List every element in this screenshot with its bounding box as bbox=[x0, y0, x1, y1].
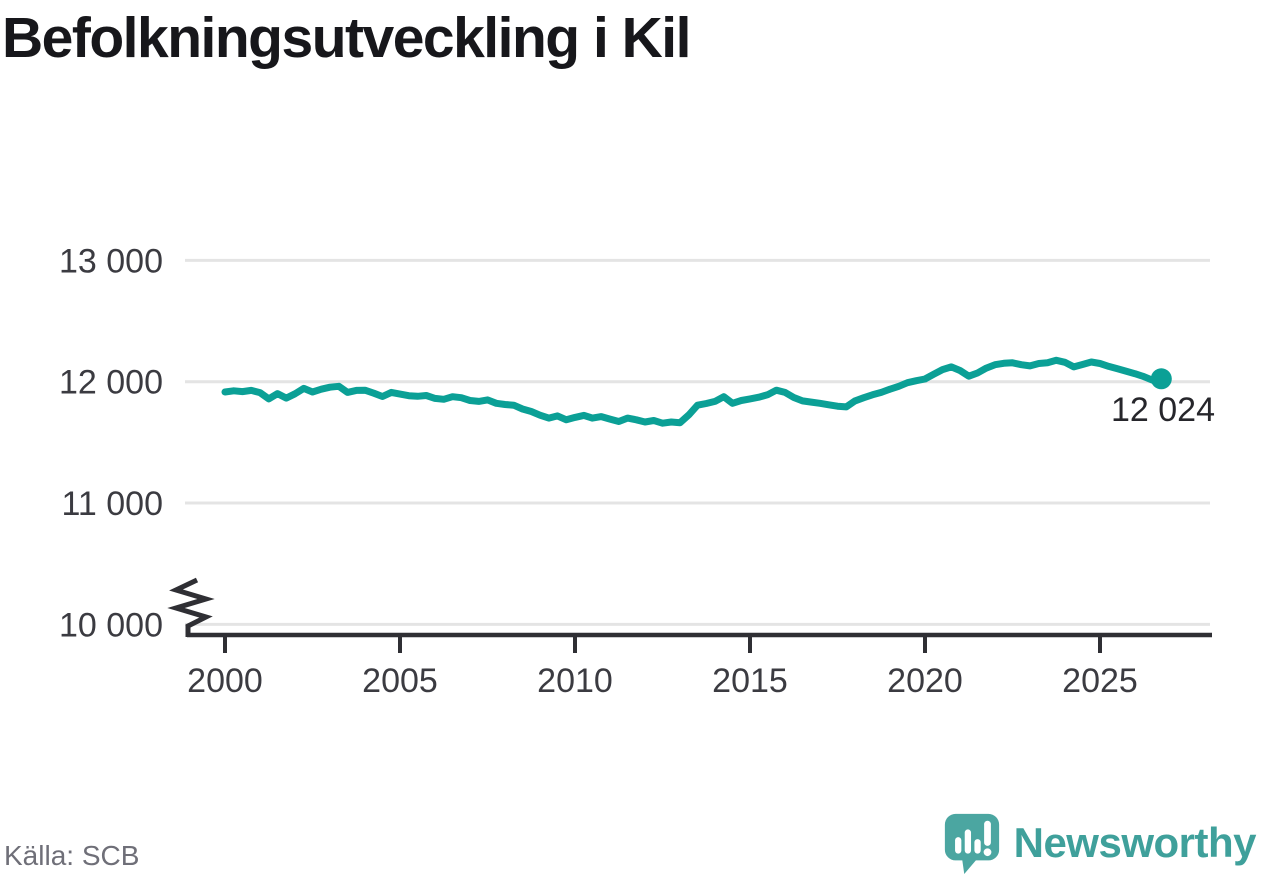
y-tick-label: 13 000 bbox=[59, 242, 163, 280]
x-tick-label: 2020 bbox=[887, 662, 963, 700]
x-axis-ticks bbox=[223, 637, 1102, 653]
x-tick-label: 2005 bbox=[362, 662, 438, 700]
x-axis-labels: 2000 2005 2010 2015 2020 2025 bbox=[187, 662, 1138, 700]
source-note: Källa: SCB bbox=[4, 840, 140, 871]
x-tick-label: 2010 bbox=[537, 662, 613, 700]
newsworthy-logo: Newsworthy bbox=[941, 811, 1257, 874]
chart-title: Befolkningsutveckling i Kil bbox=[2, 6, 691, 70]
y-tick-label: 10 000 bbox=[59, 606, 163, 644]
y-tick-label: 11 000 bbox=[62, 485, 163, 523]
x-tick-label: 2015 bbox=[712, 662, 788, 700]
y-tick-label: 12 000 bbox=[59, 364, 163, 402]
x-tick-label: 2025 bbox=[1062, 662, 1138, 700]
population-series-line bbox=[221, 356, 1165, 427]
newsworthy-speech-bubble-barchart-icon bbox=[944, 813, 999, 874]
line-chart: 13 000 12 000 11 000 10 000 2000 2005 2010 201… bbox=[59, 242, 1215, 700]
axis-break-zigzag-icon bbox=[167, 577, 215, 637]
y-axis-labels: 13 000 12 000 11 000 10 000 bbox=[59, 242, 163, 644]
gridlines bbox=[185, 258, 1210, 626]
x-tick-label: 2000 bbox=[187, 662, 263, 700]
latest-value-dot bbox=[1150, 368, 1172, 390]
latest-value-label: 12 024 bbox=[1111, 391, 1215, 429]
newsworthy-logo-text: Newsworthy bbox=[1013, 818, 1257, 866]
